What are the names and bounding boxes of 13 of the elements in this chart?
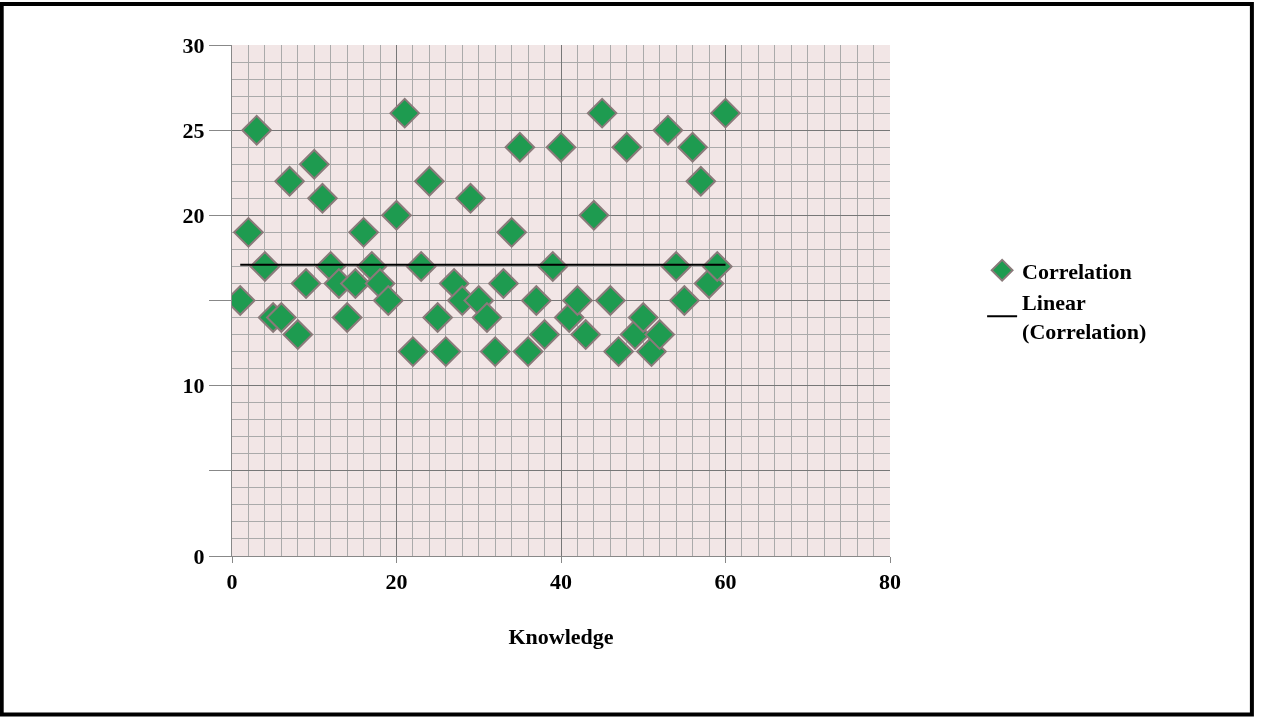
legend-label: Correlation: [1022, 258, 1132, 284]
x-tick-label: 0: [226, 569, 238, 595]
x-axis-title: Knowledge: [508, 624, 614, 650]
x-tick-label: 40: [550, 569, 572, 595]
y-tick-label: 0: [193, 543, 205, 569]
x-tick-label: 60: [714, 569, 737, 595]
y-tick-label: 20: [182, 203, 205, 229]
y-tick-label: 30: [182, 32, 205, 58]
legend-label: Linear (Correlation): [1022, 290, 1147, 345]
x-tick-label: 80: [879, 569, 901, 595]
x-tick-label: 20: [385, 569, 408, 595]
y-tick-label: 10: [182, 373, 205, 399]
y-tick-label: 25: [182, 117, 205, 143]
